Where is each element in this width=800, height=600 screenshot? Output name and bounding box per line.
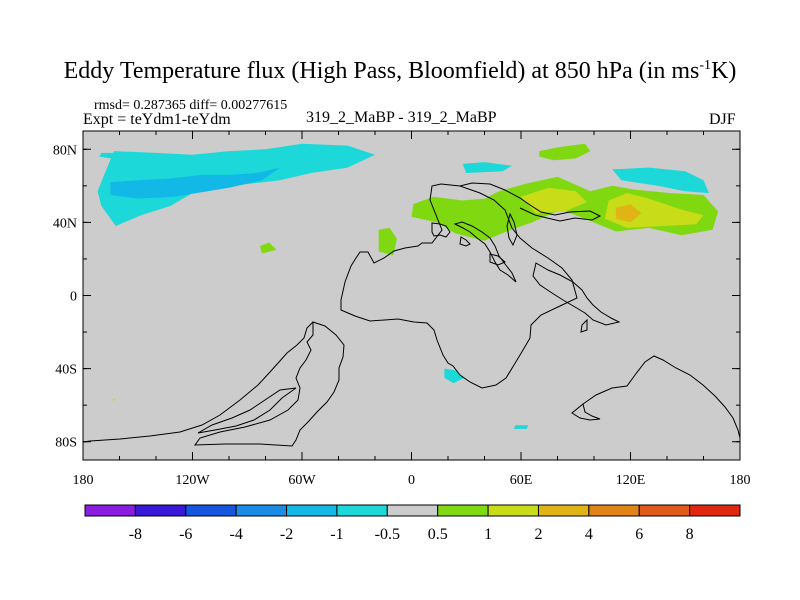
y-tick-label-4: 80S xyxy=(55,436,77,451)
flux-region-9 xyxy=(539,143,591,161)
coastline-mediterranean xyxy=(453,221,517,283)
coastline-iberia xyxy=(431,222,451,238)
colorbar-label-4: -1 xyxy=(330,526,343,543)
colorbar-label-6: 0.5 xyxy=(428,526,448,543)
chart-title-suffix: K) xyxy=(711,58,737,84)
colorbar-label-5: -0.5 xyxy=(375,526,400,543)
chart-title-superscript: -1 xyxy=(699,58,712,73)
colorbar: -8 -6 -4 -2 -1 -0.5 0.5 1 2 4 6 8 xyxy=(84,504,741,543)
chart-title-text: Eddy Temperature flux (High Pass, Bloomf… xyxy=(63,58,700,84)
colorbar-swatch-6 xyxy=(386,504,439,517)
flux-region-speck xyxy=(112,398,116,401)
coastline-black-sea xyxy=(489,253,506,266)
colorbar-swatch-8 xyxy=(487,504,539,517)
experiment-text: Expt = teYdm1-teYdm xyxy=(83,111,231,128)
flux-region-3 xyxy=(462,162,512,173)
colorbar-swatch-0 xyxy=(84,504,136,517)
y-tick-label-0: 80N xyxy=(53,143,77,158)
flux-region-11 xyxy=(378,227,397,256)
coastline-africa-europe xyxy=(340,183,578,389)
coastline-south-america xyxy=(83,321,345,447)
x-tick-label-2: 60W xyxy=(288,473,316,488)
colorbar-swatch-3 xyxy=(235,504,288,517)
colorbar-swatch-9 xyxy=(537,504,590,517)
colorbar-label-2: -4 xyxy=(229,526,242,543)
coastline-australia xyxy=(571,355,740,439)
y-tick-label-3: 40S xyxy=(55,363,77,378)
colorbar-label-3: -2 xyxy=(280,526,293,543)
x-tick-label-1: 120W xyxy=(175,473,210,488)
flux-region-6 xyxy=(521,187,587,214)
colorbar-label-1: -6 xyxy=(179,526,192,543)
x-tick-label-4: 60E xyxy=(510,473,533,488)
coastline-arabia xyxy=(532,262,621,326)
colorbar-swatch-1 xyxy=(134,504,187,517)
run-label: 319_2_MaBP - 319_2_MaBP xyxy=(306,109,497,126)
coastline-eurasia-north xyxy=(459,182,602,222)
colorbar-swatch-2 xyxy=(185,504,237,517)
colorbar-swatch-4 xyxy=(286,504,338,517)
colorbar-swatch-12 xyxy=(689,504,741,517)
x-tick-label-6: 180 xyxy=(730,473,751,488)
flux-region-12 xyxy=(444,368,465,384)
coastline-scandinavia xyxy=(459,236,471,247)
flux-region-1 xyxy=(110,167,281,199)
coastline-caspian xyxy=(506,212,518,247)
axes: 180 120W 60W 0 60E 120E 180 80N 40N 0 40S 80S xyxy=(53,131,751,488)
colorbar-swatch-10 xyxy=(588,504,640,517)
x-tick-label-5: 120E xyxy=(616,473,646,488)
stats-text: rmsd= 0.287365 diff= 0.00277615 xyxy=(94,98,288,113)
colorbar-label-7: 1 xyxy=(484,526,492,543)
y-tick-label-2: 0 xyxy=(70,290,77,305)
colorbar-swatch-11 xyxy=(638,504,691,517)
coastline-india xyxy=(580,318,588,333)
chart-title: Eddy Temperature flux (High Pass, Bloomf… xyxy=(0,58,800,85)
x-tick-label-3: 0 xyxy=(408,473,415,488)
colorbar-swatch-7 xyxy=(437,504,489,517)
colorbar-label-11: 8 xyxy=(686,526,694,543)
colorbar-label-0: -8 xyxy=(129,526,142,543)
flux-region-4 xyxy=(612,167,709,194)
flux-region-10 xyxy=(260,242,277,254)
flux-region-13 xyxy=(513,425,529,429)
flux-regions xyxy=(97,143,719,429)
colorbar-label-9: 4 xyxy=(585,526,593,543)
colorbar-label-10: 6 xyxy=(635,526,643,543)
colorbar-label-8: 2 xyxy=(534,526,542,543)
y-tick-label-1: 40N xyxy=(53,216,77,231)
x-tick-label-0: 180 xyxy=(73,473,94,488)
coastline-antarctic-peninsula xyxy=(197,387,297,434)
flux-region-8 xyxy=(615,204,642,223)
coastlines xyxy=(83,182,740,447)
colorbar-swatch-5 xyxy=(336,504,388,517)
season-label: DJF xyxy=(709,111,736,128)
flux-region-2 xyxy=(99,152,124,159)
